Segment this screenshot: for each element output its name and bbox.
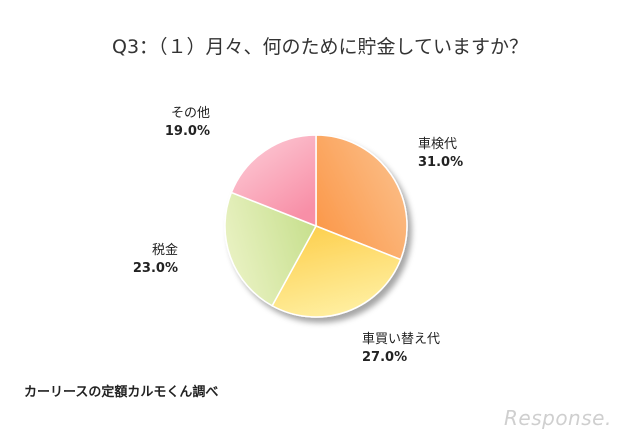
slice-value-3: 23.0% (133, 261, 178, 276)
pie-slice-3 (224, 191, 318, 307)
slice-label-2: 車買い替え代 (362, 332, 440, 347)
slice-label-1: 車検代 (418, 137, 457, 152)
pie-slice-4 (230, 134, 317, 228)
slice-value-1: 31.0% (418, 155, 463, 170)
pie-slice-1 (315, 134, 408, 261)
response-watermark: Response. (504, 406, 612, 430)
source-note: カーリースの定額カルモくん調べ (24, 385, 219, 400)
slice-label-3: 税金 (152, 242, 178, 258)
chart-title: Q3：（１）月々、何のために貯金していますか？ (112, 36, 528, 58)
slice-label-4: その他 (171, 106, 210, 121)
slice-value-4: 19.0% (165, 124, 210, 139)
slice-value-2: 27.0% (362, 350, 407, 365)
